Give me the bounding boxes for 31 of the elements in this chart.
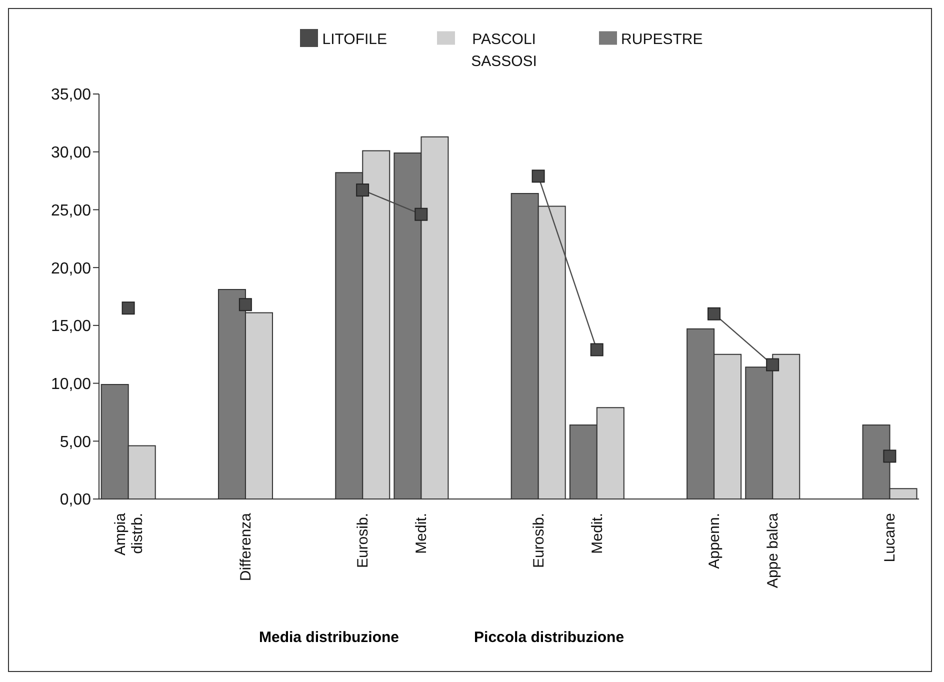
text: Media distribuzione: [259, 629, 400, 646]
y-tick-label: 5,00: [60, 434, 92, 451]
point: [122, 302, 135, 315]
x-tick-label: Differenza: [237, 512, 254, 582]
legend-label: LITOFILE: [322, 30, 388, 50]
point: [238, 298, 252, 312]
x-tick-label: Medit.: [413, 513, 430, 554]
y-tick-label: 0,00: [60, 492, 92, 509]
point: [356, 184, 370, 197]
legend-label: PASCOLI SASSOSI: [470, 30, 538, 72]
y-tick-label: 35,00: [50, 86, 92, 104]
y-tick-label: 15,00: [50, 318, 92, 336]
point: [414, 208, 428, 221]
text: Piccola distribuzione: [474, 629, 624, 646]
x-tick-label: Eurosib.: [530, 513, 548, 568]
point: [532, 170, 545, 183]
y-tick-label: 30,00: [50, 144, 92, 162]
legend-label: RUPESTRE: [621, 30, 703, 50]
point: [766, 358, 780, 372]
x-tick-label: Appe balca: [764, 512, 782, 588]
point: [708, 307, 720, 320]
y-tick-label: 10,00: [50, 376, 92, 393]
x-tick-label: Ampia distrb.: [112, 512, 146, 556]
x-tick-label: Eurosib.: [354, 513, 372, 568]
y-tick-label: 20,00: [50, 260, 92, 278]
y-tick-label: 25,00: [50, 202, 92, 220]
x-tick-label: Appenn.: [706, 513, 723, 569]
point: [883, 450, 896, 463]
x-tick-label: Medit.: [588, 513, 606, 554]
x-tick-label: Lucane: [882, 513, 899, 562]
point: [590, 343, 604, 356]
